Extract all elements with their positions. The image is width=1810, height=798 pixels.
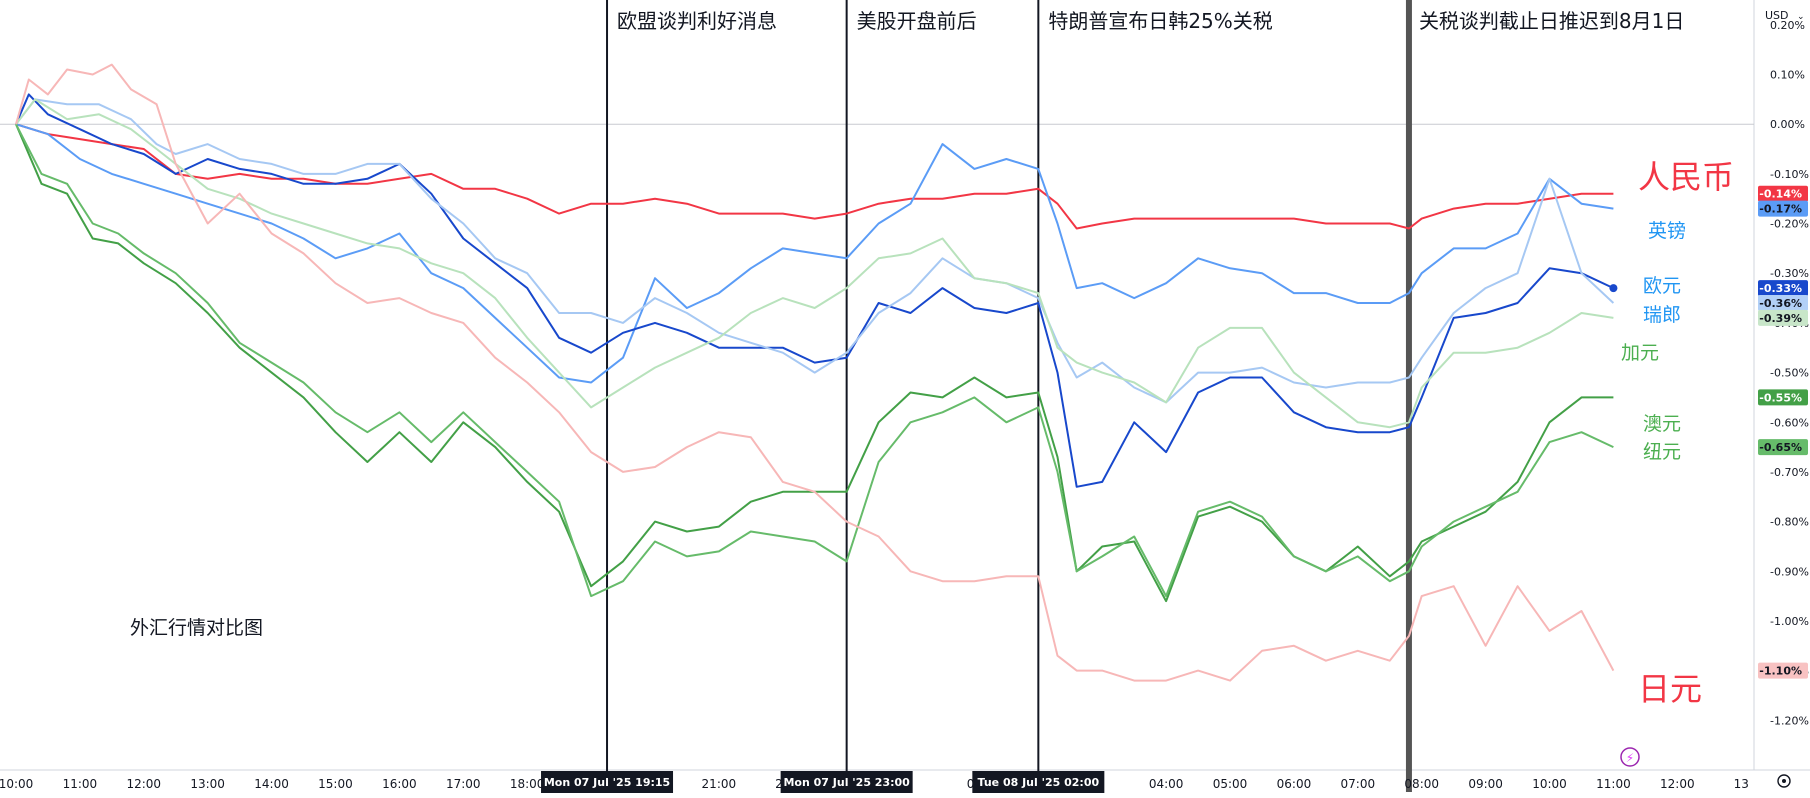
event-label: 关税谈判截止日推迟到8月1日: [1419, 9, 1684, 33]
series-name-label: 瑞郎: [1643, 304, 1681, 326]
x-tick-label: 12:00: [1660, 777, 1695, 791]
currency-dropdown-icon[interactable]: ⌄: [1797, 12, 1805, 22]
event-time-badge: [780, 771, 913, 793]
value-tag: [1758, 309, 1808, 326]
x-tick-label: 11:00: [63, 777, 98, 791]
currency-label[interactable]: USD: [1765, 9, 1789, 22]
event-time-badge: [972, 771, 1105, 793]
x-tick-label: 13:00: [190, 777, 225, 791]
svg-text:⚡: ⚡: [1626, 751, 1634, 765]
event-label: 欧盟谈判利好消息: [617, 9, 777, 33]
event-label: 特朗普宣布日韩25%关税: [1048, 9, 1272, 33]
x-tick-label: 04:00: [1149, 777, 1184, 791]
value-tag-text: -0.55%: [1759, 391, 1802, 404]
x-axis[interactable]: 10:00 11:00 12:00 13:00 14:00 15:00 16:00 17:00…: [0, 771, 1749, 793]
series-name-label: 英镑: [1648, 220, 1686, 242]
value-tag: [1758, 185, 1808, 202]
x-tick-label: 10:00: [1532, 777, 1567, 791]
x-tick-label: 21:00: [702, 777, 737, 791]
series-name-label: 澳元: [1643, 413, 1681, 435]
y-axis[interactable]: 0.20%0.10%0.00%-0.10%-0.20%-0.30%-0.40%-…: [1758, 19, 1809, 727]
event-time-badge: [541, 771, 674, 793]
series-line: [15, 93, 1614, 488]
event-time-badge-text: Mon 07 Jul '25 19:15: [544, 776, 670, 789]
series-name-label: 日元: [1638, 670, 1702, 708]
y-tick-label: 0.00%: [1770, 118, 1805, 131]
value-tag: [1758, 200, 1808, 217]
value-tag-text: -0.14%: [1759, 188, 1802, 201]
y-tick-label: -1.20%: [1770, 714, 1809, 727]
y-tick-label: -0.50%: [1770, 367, 1809, 380]
x-tick-label: 07:00: [1341, 777, 1376, 791]
y-tick-label: -0.60%: [1770, 416, 1809, 429]
series-name-label: 纽元: [1643, 441, 1681, 463]
series-line: [15, 123, 1614, 598]
series-line: [15, 123, 1614, 384]
series-lines: [15, 63, 1618, 682]
grid-layer: [0, 0, 1810, 771]
series-line: [15, 98, 1614, 429]
x-tick-label: 18:00: [510, 777, 545, 791]
value-tag-text: -0.36%: [1759, 297, 1802, 310]
x-tick-label: 17:00: [446, 777, 481, 791]
series-line: [15, 123, 1614, 230]
y-tick-label: -0.30%: [1770, 267, 1809, 280]
x-tick-label: 10:00: [0, 777, 33, 791]
event-label: 美股开盘前后: [857, 9, 977, 33]
value-tag-text: -0.33%: [1759, 282, 1802, 295]
x-tick-label: 05:00: [1213, 777, 1248, 791]
value-tag: [1758, 295, 1808, 312]
series-end-dot: [1609, 284, 1618, 293]
y-tick-label: 0.20%: [1770, 19, 1805, 32]
value-tag-text: -0.17%: [1759, 203, 1802, 216]
y-tick-label: -1.00%: [1770, 615, 1809, 628]
value-tag: [1758, 389, 1808, 406]
value-tag-text: -0.39%: [1759, 312, 1802, 325]
y-tick-label: -0.80%: [1770, 516, 1809, 529]
y-tick-label: -0.70%: [1770, 466, 1809, 479]
settings-gear-icon[interactable]: [1777, 774, 1791, 788]
series-name-label: 加元: [1621, 342, 1659, 364]
x-tick-label: 13: [1734, 777, 1749, 791]
x-tick-label: 11:00: [1596, 777, 1631, 791]
y-tick-label: -0.20%: [1770, 218, 1809, 231]
value-tag: [1758, 280, 1808, 297]
value-tag-text: -1.10%: [1759, 665, 1802, 678]
x-tick-label: 12:00: [126, 777, 161, 791]
x-tick-label: 16:00: [382, 777, 417, 791]
series-line: [15, 123, 1614, 603]
value-tag-text: -0.65%: [1759, 441, 1802, 454]
event-markers: 欧盟谈判利好消息 美股开盘前后 特朗普宣布日韩25%关税 关税谈判截止日推迟到8月1日: [606, 0, 1684, 792]
value-tag: [1758, 662, 1808, 679]
x-tick-label: 09:00: [1468, 777, 1503, 791]
x-tick-label: 15:00: [318, 777, 353, 791]
event-time-badge-text: Mon 07 Jul '25 23:00: [783, 776, 910, 789]
value-tag: [1758, 439, 1808, 456]
chart-note: 外汇行情对比图: [130, 617, 263, 639]
x-tick-label: 06:00: [1277, 777, 1312, 791]
y-tick-label: -0.90%: [1770, 565, 1809, 578]
x-tick-label: 08:00: [1404, 777, 1439, 791]
x-tick-label: 14:00: [254, 777, 289, 791]
series-line: [15, 98, 1615, 404]
lightning-icon[interactable]: ⚡: [1620, 747, 1640, 767]
y-tick-label: 0.10%: [1770, 69, 1805, 82]
series-name-label: 人民币: [1638, 158, 1734, 196]
y-tick-label: -0.10%: [1770, 168, 1809, 181]
series-line: [15, 63, 1615, 682]
event-time-badge-text: Tue 08 Jul '25 02:00: [978, 776, 1100, 789]
series-name-label: 欧元: [1643, 275, 1681, 297]
